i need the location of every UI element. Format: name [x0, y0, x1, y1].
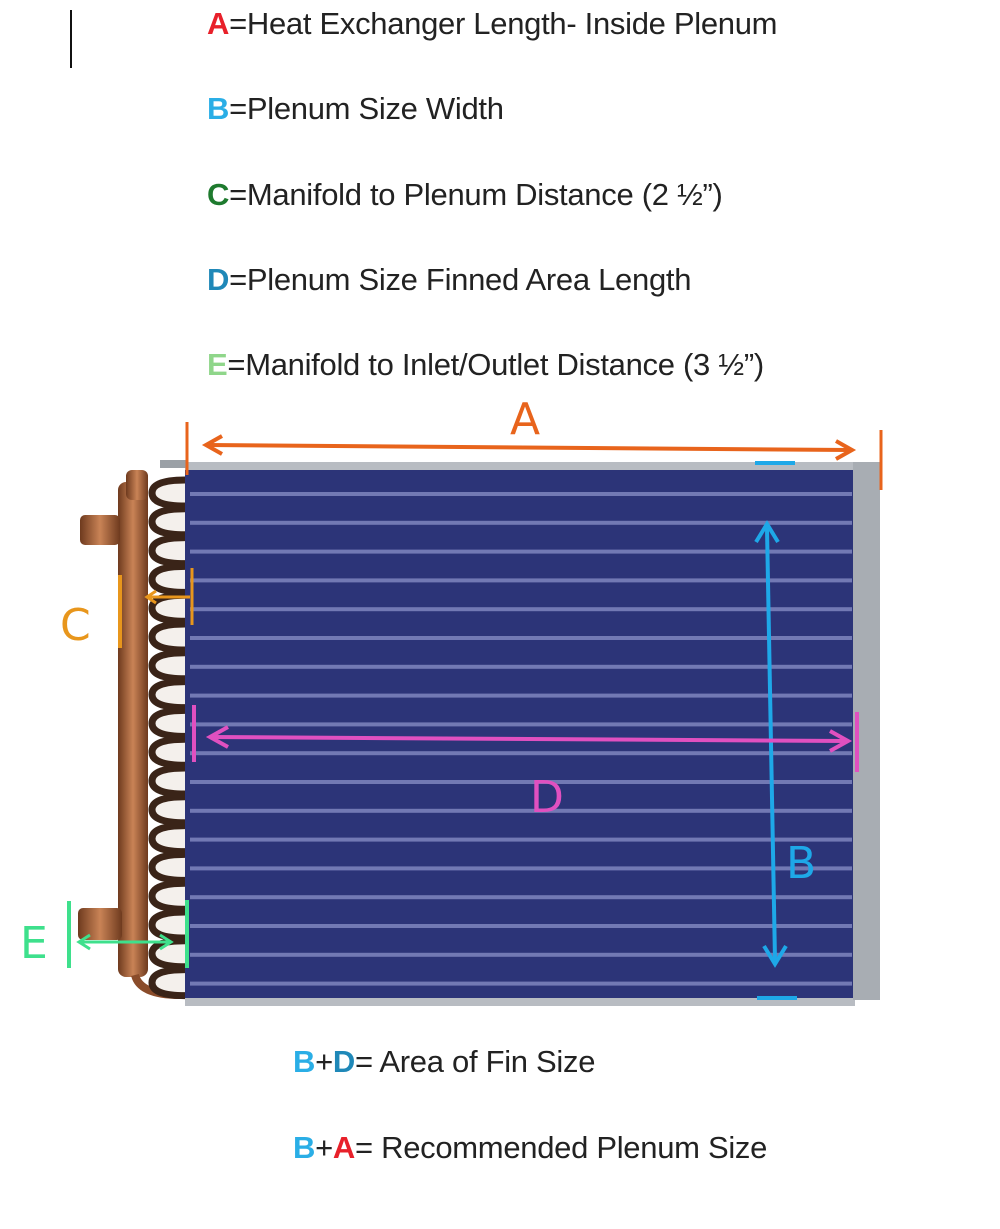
- legend-item-d: D=Plenum Size Finned Area Length: [207, 262, 691, 298]
- fin-stripe: [190, 693, 852, 698]
- legend-key: C: [207, 177, 230, 212]
- dimension-b: B: [754, 461, 816, 1000]
- dimension-c: C: [60, 568, 194, 651]
- fin-stripe: [190, 780, 852, 784]
- fin-tubes: [190, 492, 852, 986]
- legend-key: E: [207, 347, 228, 382]
- dimension-d: D: [192, 705, 859, 823]
- return-bend: [148, 620, 186, 654]
- formula-text: = Area of Fin Size: [355, 1044, 596, 1079]
- dimension-d-label: D: [530, 772, 564, 823]
- formula-plus: +: [315, 1130, 333, 1165]
- formula-fin-area: B+D= Area of Fin Size: [293, 1044, 595, 1080]
- fin-stripe: [190, 636, 852, 640]
- formula-plus: +: [315, 1044, 333, 1079]
- dimension-a: A: [185, 394, 883, 490]
- fin-stripe: [190, 837, 852, 842]
- return-bend: [148, 649, 186, 683]
- fin-stripe: [190, 981, 852, 986]
- fin-stripe: [190, 895, 852, 900]
- fin-stripe: [190, 751, 852, 756]
- return-bends: [148, 476, 186, 1000]
- return-bend: [148, 879, 186, 913]
- legend-item-e: E=Manifold to Inlet/Outlet Distance (3 ½…: [207, 347, 764, 383]
- formula-key: B: [293, 1130, 316, 1165]
- legend-text: =Plenum Size Finned Area Length: [229, 262, 692, 297]
- top-frame: [185, 462, 855, 472]
- return-bend: [148, 505, 186, 539]
- fin-stripe: [190, 492, 852, 496]
- fin-stripe: [190, 607, 852, 612]
- return-bend: [148, 850, 186, 884]
- text-cursor: [70, 10, 72, 68]
- legend-text: =Heat Exchanger Length- Inside Plenum: [229, 6, 778, 41]
- dimension-a-label: A: [510, 394, 540, 445]
- return-bend: [148, 678, 186, 712]
- return-bend: [148, 591, 186, 625]
- fin-stripe: [190, 808, 852, 813]
- dimension-b-label: B: [786, 838, 816, 889]
- formula-text: = Recommended Plenum Size: [355, 1130, 768, 1165]
- return-bend: [148, 822, 186, 856]
- legend-text: =Manifold to Plenum Distance (2 ½”): [229, 177, 723, 212]
- legend-key: B: [207, 91, 230, 126]
- return-bend: [148, 534, 186, 568]
- return-bend: [148, 908, 186, 942]
- return-bend: [148, 735, 186, 769]
- legend-item-a: A=Heat Exchanger Length- Inside Plenum: [207, 6, 778, 42]
- formula-key: D: [332, 1044, 355, 1079]
- bottom-frame: [185, 996, 855, 1006]
- fin-stripe: [190, 578, 852, 583]
- formula-key: A: [332, 1130, 355, 1165]
- return-bend: [148, 764, 186, 798]
- fin-stripe: [190, 722, 852, 727]
- fin-stripe: [190, 924, 852, 928]
- fin-area: [185, 470, 855, 998]
- fin-stripe: [190, 952, 852, 957]
- fin-stripe: [190, 866, 852, 871]
- dimension-e-label: E: [20, 918, 48, 969]
- fin-stripe: [190, 520, 852, 525]
- inlet-stub: [78, 908, 122, 940]
- return-bend: [148, 476, 186, 510]
- legend-item-c: C=Manifold to Plenum Distance (2 ½”): [207, 177, 723, 213]
- fin-stripe: [190, 549, 852, 554]
- return-bend: [148, 793, 186, 827]
- fin-stripe: [190, 664, 852, 669]
- dimension-e: E: [20, 900, 189, 969]
- dimension-c-label: C: [60, 600, 91, 651]
- legend-key: D: [207, 262, 230, 297]
- legend-text: =Manifold to Inlet/Outlet Distance (3 ½”…: [227, 347, 764, 382]
- copper-manifold: [78, 470, 181, 999]
- formula-plenum-size: B+A= Recommended Plenum Size: [293, 1130, 767, 1166]
- legend-text: =Plenum Size Width: [229, 91, 504, 126]
- return-bend: [148, 966, 186, 1000]
- return-bend: [148, 562, 186, 596]
- formula-key: B: [293, 1044, 316, 1079]
- return-bend: [148, 706, 186, 740]
- legend-item-b: B=Plenum Size Width: [207, 91, 504, 127]
- legend-key: A: [207, 6, 230, 41]
- outlet-stub: [80, 515, 120, 545]
